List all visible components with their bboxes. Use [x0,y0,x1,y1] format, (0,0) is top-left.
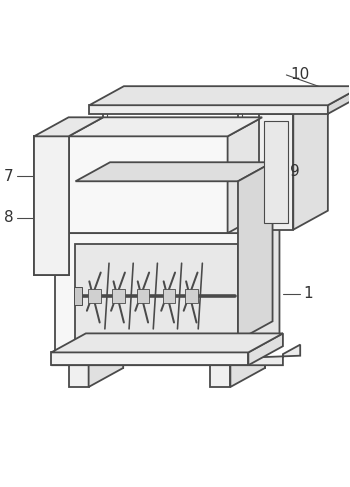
Polygon shape [34,136,69,275]
Polygon shape [328,86,350,114]
Polygon shape [185,289,197,303]
Text: 10: 10 [290,68,309,82]
Polygon shape [103,335,123,368]
Text: 9: 9 [290,164,300,179]
Polygon shape [248,334,283,365]
Text: 8: 8 [4,210,13,225]
Polygon shape [245,335,265,368]
Polygon shape [55,214,279,233]
Polygon shape [76,162,273,181]
Polygon shape [264,121,288,223]
Polygon shape [112,289,125,303]
Polygon shape [210,335,265,354]
Polygon shape [238,162,273,340]
Polygon shape [74,287,82,305]
Polygon shape [69,136,228,233]
Polygon shape [69,117,262,136]
Polygon shape [259,95,328,114]
Text: 7: 7 [4,169,13,184]
Polygon shape [51,334,283,353]
Polygon shape [55,233,245,354]
Polygon shape [34,117,103,136]
Text: 1: 1 [304,286,313,301]
Polygon shape [69,354,89,387]
Polygon shape [259,114,293,230]
Polygon shape [88,289,101,303]
Polygon shape [69,335,123,354]
Polygon shape [230,335,265,387]
Polygon shape [210,354,230,387]
Polygon shape [137,289,149,303]
Polygon shape [89,105,328,114]
Polygon shape [51,345,300,365]
Polygon shape [293,95,328,230]
Polygon shape [89,86,350,105]
Polygon shape [51,353,248,365]
Polygon shape [76,244,238,340]
Polygon shape [163,289,175,303]
Polygon shape [245,214,279,354]
Polygon shape [89,335,123,387]
Polygon shape [228,117,262,233]
